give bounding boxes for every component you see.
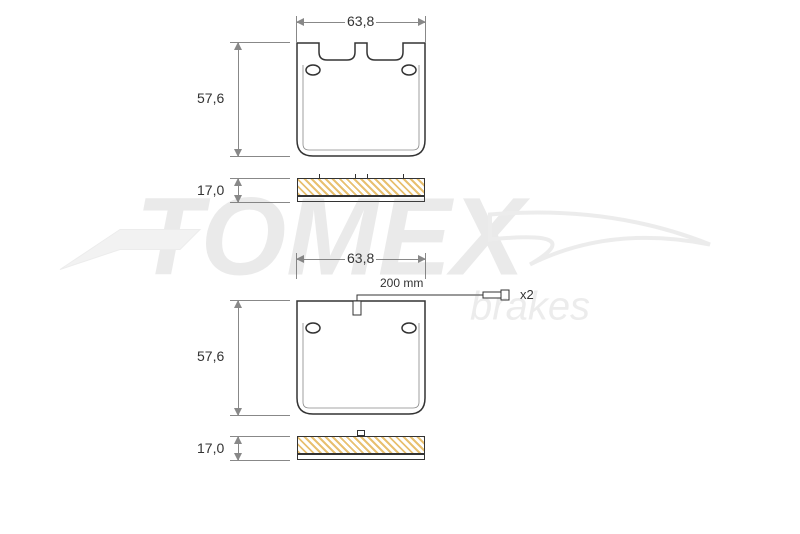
dim-height-bottom: 57,6 — [195, 348, 226, 364]
dim-line-height-top — [238, 42, 239, 157]
dim-thickness-top: 17,0 — [195, 182, 226, 198]
arrow-icon — [296, 255, 304, 263]
dim-line-height-bottom — [238, 300, 239, 415]
arrow-icon — [418, 255, 426, 263]
notch-line — [367, 174, 368, 178]
arrow-icon — [234, 149, 242, 157]
top-pad-backing — [297, 196, 425, 202]
dim-height-top: 57,6 — [195, 90, 226, 106]
arrow-icon — [234, 195, 242, 203]
arrow-icon — [234, 178, 242, 186]
top-pad-friction — [297, 178, 425, 196]
sensor-stub — [357, 430, 365, 436]
bottom-pad-outline — [295, 298, 427, 418]
technical-drawing: TOMEX brakes 63,8 57,6 17,0 — [0, 0, 800, 534]
notch-line — [355, 174, 356, 178]
dim-width-top: 63,8 — [345, 13, 376, 29]
arrow-icon — [234, 436, 242, 444]
dim-width-bottom: 63,8 — [345, 250, 376, 266]
dim-thickness-bottom: 17,0 — [195, 440, 226, 456]
arrow-icon — [234, 300, 242, 308]
sensor-count: x2 — [518, 287, 536, 302]
top-pad-outline — [295, 40, 427, 160]
arrow-icon — [296, 18, 304, 26]
arrow-icon — [234, 408, 242, 416]
arrow-icon — [234, 42, 242, 50]
notch-line — [403, 174, 404, 178]
bottom-pad-backing — [297, 454, 425, 460]
bottom-pad-friction — [297, 436, 425, 454]
arrow-icon — [418, 18, 426, 26]
notch-line — [319, 174, 320, 178]
arrow-icon — [234, 453, 242, 461]
